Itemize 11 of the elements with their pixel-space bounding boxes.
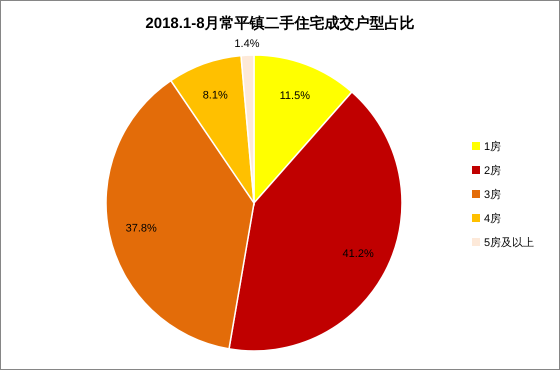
data-label: 1.4% xyxy=(234,38,260,50)
legend-label: 2房 xyxy=(484,164,502,177)
chart-title: 2018.1-8月常平镇二手住宅成交户型占比 xyxy=(145,14,415,32)
legend-label: 4房 xyxy=(484,212,502,225)
legend-label: 3房 xyxy=(484,188,502,201)
legend-label: 1房 xyxy=(484,140,502,153)
data-label: 8.1% xyxy=(202,89,228,102)
legend-label: 5房及以上 xyxy=(484,236,534,249)
data-label: 11.5% xyxy=(280,90,310,102)
data-label: 37.8% xyxy=(126,222,157,234)
data-label: 41.2% xyxy=(342,248,374,260)
